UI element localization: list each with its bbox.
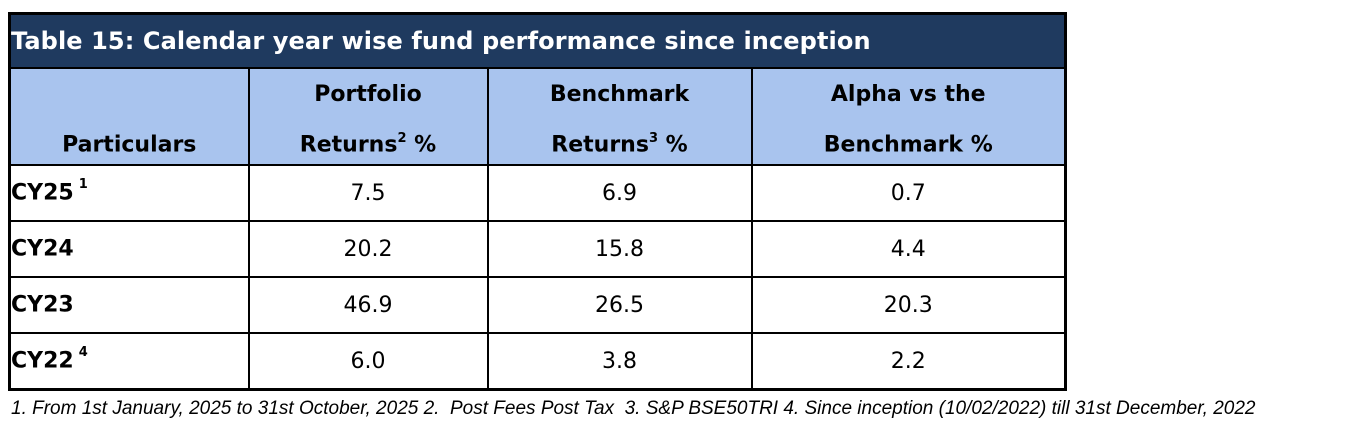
cell-portfolio-return: 20.2 (247, 220, 489, 278)
col-header-benchmark-returns: Benchmark Returns3 % (486, 67, 753, 166)
cell-alpha: 0.7 (750, 164, 1067, 222)
row-label: CY22 4 (8, 332, 250, 391)
header-suffix: % (658, 131, 688, 157)
row-label: CY24 (8, 220, 250, 278)
cell-benchmark-return: 26.5 (486, 276, 753, 334)
cell-benchmark-return: 3.8 (486, 332, 753, 391)
row-label: CY25 1 (8, 164, 250, 222)
row-label-superscript: 4 (78, 345, 88, 361)
header-text: Returns (299, 131, 398, 157)
title-row: Table 15: Calendar year wise fund perfor… (8, 12, 1067, 69)
header-suffix: % (406, 131, 437, 157)
header-line-1: Benchmark (549, 81, 690, 107)
header-line-2: Returns3 % (489, 117, 751, 162)
table-row-cy24: CY24 20.2 15.8 4.4 (8, 220, 1067, 278)
cell-benchmark-return: 6.9 (486, 164, 753, 222)
header-line-2: Particulars (11, 117, 248, 162)
row-label-superscript: 1 (78, 177, 88, 193)
table-row-cy25: CY25 1 7.5 6.9 0.7 (8, 164, 1067, 222)
header-superscript: 3 (648, 130, 658, 146)
cell-alpha: 2.2 (750, 332, 1067, 391)
col-header-alpha: Alpha vs the Benchmark % (750, 67, 1067, 166)
header-line-2: Returns2 % (250, 117, 487, 162)
cell-alpha: 4.4 (750, 220, 1067, 278)
header-line-1: Portfolio (314, 81, 422, 107)
cell-portfolio-return: 7.5 (247, 164, 489, 222)
row-label-text: CY24 (11, 236, 74, 262)
row-label-text: CY22 (11, 348, 74, 374)
col-header-particulars: Particulars (8, 67, 250, 166)
table-title: Table 15: Calendar year wise fund perfor… (8, 12, 1067, 69)
row-label-text: CY23 (11, 292, 74, 318)
cell-portfolio-return: 6.0 (247, 332, 489, 391)
performance-table: Table 15: Calendar year wise fund perfor… (8, 12, 1068, 391)
table-row-cy22: CY22 4 6.0 3.8 2.2 (8, 332, 1067, 391)
cell-portfolio-return: 46.9 (247, 276, 489, 334)
table-row-cy23: CY23 46.9 26.5 20.3 (8, 276, 1067, 334)
header-line-1: Alpha vs the (830, 81, 986, 107)
column-header-row: Particulars Portfolio Returns2 % Benchma… (8, 67, 1067, 166)
cell-benchmark-return: 15.8 (486, 220, 753, 278)
header-text: Benchmark % (823, 131, 993, 157)
header-superscript: 2 (397, 130, 407, 146)
header-line-2: Benchmark % (753, 117, 1065, 162)
footnotes: 1. From 1st January, 2025 to 31st Octobe… (11, 398, 1256, 419)
row-label: CY23 (8, 276, 250, 334)
header-line-1 (11, 72, 248, 117)
header-text: Particulars (62, 131, 197, 157)
fund-performance-table: Table 15: Calendar year wise fund perfor… (8, 12, 1068, 391)
header-text: Returns (551, 131, 649, 157)
cell-alpha: 20.3 (750, 276, 1067, 334)
col-header-portfolio-returns: Portfolio Returns2 % (247, 67, 489, 166)
row-label-text: CY25 (11, 180, 74, 206)
